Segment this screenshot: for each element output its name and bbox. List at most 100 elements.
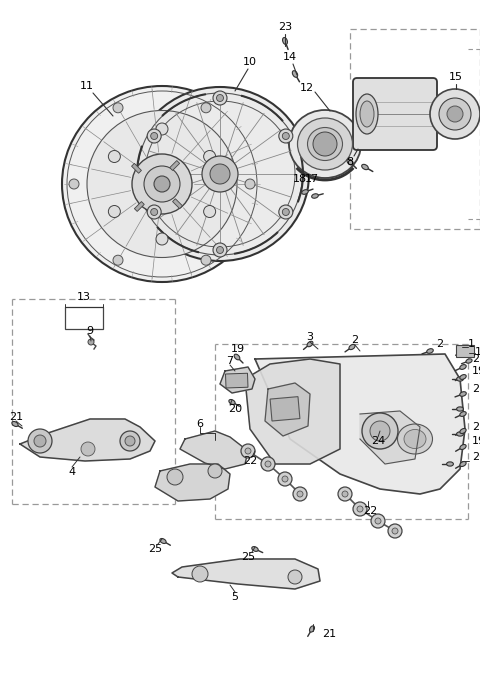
Circle shape (439, 98, 471, 130)
Text: 21: 21 (322, 629, 336, 639)
Circle shape (342, 491, 348, 497)
Text: 13: 13 (77, 292, 91, 302)
Circle shape (201, 103, 211, 113)
Circle shape (293, 487, 307, 501)
Circle shape (241, 444, 255, 458)
Ellipse shape (12, 422, 18, 426)
Circle shape (108, 205, 120, 218)
Ellipse shape (229, 400, 235, 404)
Circle shape (154, 176, 170, 192)
Ellipse shape (460, 364, 466, 369)
Text: 24: 24 (371, 436, 385, 446)
Bar (132, 163, 142, 173)
Ellipse shape (460, 349, 466, 353)
Ellipse shape (460, 429, 466, 433)
Circle shape (245, 448, 251, 454)
Polygon shape (245, 359, 340, 464)
Ellipse shape (466, 359, 472, 363)
Circle shape (108, 150, 120, 163)
Circle shape (132, 154, 192, 214)
Circle shape (430, 89, 480, 139)
Ellipse shape (298, 118, 352, 170)
Ellipse shape (292, 71, 298, 77)
Text: 10: 10 (243, 57, 257, 67)
Bar (170, 161, 180, 170)
Circle shape (156, 233, 168, 245)
Bar (226, 373, 248, 388)
Polygon shape (20, 419, 155, 461)
Circle shape (447, 106, 463, 122)
Ellipse shape (456, 377, 463, 381)
Text: 18: 18 (293, 174, 307, 184)
Text: 20: 20 (228, 404, 242, 414)
Circle shape (210, 164, 230, 184)
Circle shape (201, 255, 211, 265)
Ellipse shape (289, 110, 361, 178)
Circle shape (208, 464, 222, 478)
Polygon shape (265, 383, 310, 436)
Circle shape (362, 413, 398, 449)
Ellipse shape (460, 444, 466, 449)
Text: 15: 15 (449, 72, 463, 82)
Ellipse shape (62, 86, 262, 282)
Circle shape (282, 132, 289, 139)
Polygon shape (255, 354, 465, 494)
Text: 19: 19 (231, 344, 245, 354)
Polygon shape (360, 411, 420, 464)
Circle shape (279, 129, 293, 143)
Circle shape (279, 205, 293, 219)
Ellipse shape (283, 37, 288, 45)
Ellipse shape (360, 101, 374, 127)
Polygon shape (180, 431, 248, 469)
Circle shape (192, 566, 208, 582)
Circle shape (151, 209, 158, 216)
Bar (456, 345, 474, 357)
Polygon shape (220, 367, 255, 393)
Ellipse shape (347, 159, 353, 165)
Ellipse shape (160, 539, 166, 544)
Text: 19: 19 (472, 436, 480, 446)
Text: 4: 4 (69, 467, 75, 477)
Circle shape (202, 156, 238, 192)
Circle shape (147, 129, 161, 143)
Text: 7: 7 (227, 356, 234, 366)
Ellipse shape (131, 87, 309, 261)
Circle shape (282, 476, 288, 482)
Circle shape (388, 524, 402, 538)
Ellipse shape (456, 432, 463, 436)
Ellipse shape (460, 391, 466, 396)
Circle shape (167, 469, 183, 485)
Ellipse shape (456, 407, 463, 411)
Bar (134, 202, 144, 212)
Ellipse shape (397, 424, 432, 454)
Text: 2: 2 (472, 422, 479, 432)
Ellipse shape (302, 189, 308, 194)
Text: 23: 23 (278, 22, 292, 32)
Circle shape (357, 506, 363, 512)
Ellipse shape (87, 110, 237, 258)
Bar (172, 198, 182, 209)
Circle shape (151, 132, 158, 139)
Ellipse shape (356, 94, 378, 134)
Circle shape (338, 487, 352, 501)
Ellipse shape (310, 626, 314, 632)
Text: 22: 22 (363, 506, 377, 516)
Circle shape (156, 123, 168, 135)
Ellipse shape (404, 429, 426, 449)
Circle shape (216, 94, 224, 101)
Text: 22: 22 (243, 456, 257, 466)
Polygon shape (155, 464, 230, 501)
Circle shape (216, 247, 224, 254)
Circle shape (81, 442, 95, 456)
Ellipse shape (446, 462, 454, 466)
FancyBboxPatch shape (353, 78, 437, 150)
Ellipse shape (252, 546, 258, 551)
Circle shape (34, 435, 46, 447)
Text: 8: 8 (347, 157, 354, 167)
Circle shape (265, 461, 271, 467)
Circle shape (144, 166, 180, 202)
Circle shape (375, 518, 381, 524)
Text: 2: 2 (472, 354, 479, 364)
Circle shape (213, 91, 227, 105)
Circle shape (113, 103, 123, 113)
